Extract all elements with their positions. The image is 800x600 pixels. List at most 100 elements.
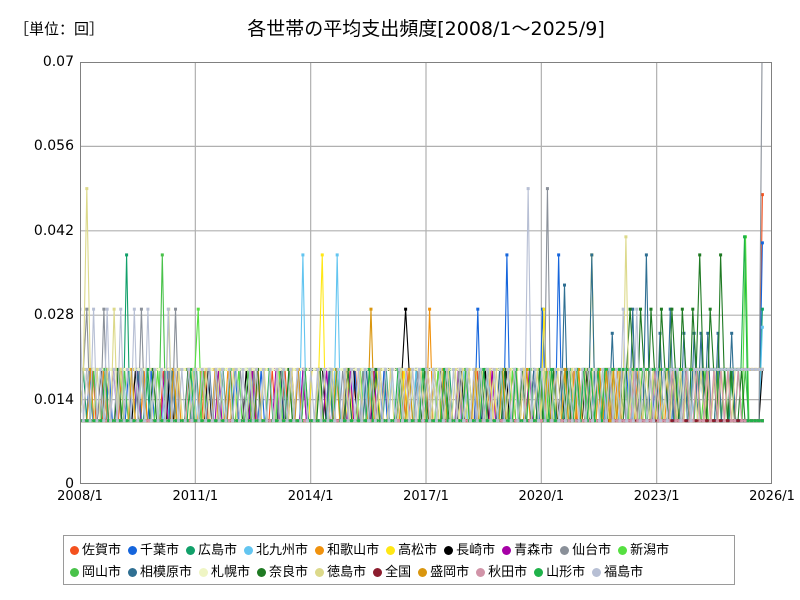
legend-item-青森市[interactable]: 青森市 — [502, 544, 553, 557]
legend-item-札幌市[interactable]: 札幌市 — [199, 566, 250, 579]
series-marker — [743, 367, 747, 371]
legend-item-奈良市[interactable]: 奈良市 — [257, 566, 308, 579]
series-marker — [275, 419, 278, 423]
series-marker — [180, 367, 184, 371]
series-marker — [129, 419, 133, 423]
series-marker — [652, 419, 656, 423]
series-marker — [335, 253, 339, 257]
series-marker — [157, 367, 161, 371]
series-marker — [92, 419, 96, 423]
series-marker — [556, 367, 560, 371]
series-marker — [269, 419, 273, 423]
series-marker — [310, 419, 314, 423]
series-marker — [177, 367, 181, 371]
legend-item-全国[interactable]: 全国 — [373, 566, 411, 579]
series-marker — [403, 419, 407, 423]
series-marker — [750, 367, 754, 371]
series-marker — [275, 367, 279, 371]
series-marker — [460, 367, 464, 371]
series-marker — [404, 367, 408, 371]
series-marker — [288, 367, 292, 371]
series-marker — [421, 419, 425, 423]
series-marker — [540, 367, 544, 371]
series-marker — [272, 419, 276, 423]
legend-item-広島市[interactable]: 広島市 — [186, 544, 237, 557]
series-marker — [662, 367, 666, 371]
series-marker — [174, 307, 178, 311]
series-marker — [210, 419, 214, 423]
series-marker — [570, 419, 574, 423]
legend-item-相模原市[interactable]: 相模原市 — [128, 566, 192, 579]
series-marker — [125, 253, 129, 257]
legend-item-岡山市[interactable]: 岡山市 — [70, 566, 121, 579]
series-marker — [156, 419, 160, 423]
series-marker — [513, 367, 517, 371]
series-marker — [492, 367, 496, 371]
series-marker — [720, 367, 724, 371]
series-marker — [543, 419, 547, 423]
series-marker — [178, 419, 182, 423]
series-marker — [336, 367, 340, 371]
series-marker — [709, 367, 713, 371]
series-marker — [167, 419, 171, 423]
series-marker — [659, 307, 663, 311]
y-tick-label: 0 — [65, 476, 74, 492]
series-marker — [505, 253, 509, 257]
series-marker — [479, 367, 483, 371]
series-marker — [432, 419, 436, 423]
series-marker — [258, 419, 262, 423]
legend-item-秋田市[interactable]: 秋田市 — [476, 566, 527, 579]
legend-item-千葉市[interactable]: 千葉市 — [128, 544, 179, 557]
series-marker — [446, 419, 450, 423]
legend-swatch-icon — [244, 545, 254, 555]
legend-item-徳島市[interactable]: 徳島市 — [315, 566, 366, 579]
series-marker — [699, 367, 703, 371]
legend-item-長崎市[interactable]: 長崎市 — [444, 544, 495, 557]
series-marker — [539, 419, 543, 423]
series-marker — [642, 367, 646, 371]
series-marker — [174, 419, 178, 423]
series-marker — [232, 367, 236, 371]
series-marker — [183, 419, 187, 423]
legend-label: 盛岡市 — [430, 564, 470, 580]
legend-item-盛岡市[interactable]: 盛岡市 — [418, 566, 469, 579]
legend-item-高松市[interactable]: 高松市 — [386, 544, 437, 557]
series-marker — [705, 419, 709, 423]
legend-label: 福島市 — [604, 564, 644, 580]
series-marker — [563, 283, 566, 287]
series-marker — [557, 253, 561, 257]
series-marker — [196, 307, 200, 311]
series-marker — [610, 367, 614, 371]
series-marker — [457, 419, 461, 423]
series-marker — [760, 419, 764, 423]
series-marker — [248, 367, 252, 371]
legend-item-和歌山市[interactable]: 和歌山市 — [315, 544, 379, 557]
series-marker — [382, 419, 386, 423]
series-marker — [580, 419, 584, 423]
series-marker — [421, 367, 425, 371]
legend-item-仙台市[interactable]: 仙台市 — [560, 544, 611, 557]
legend-item-北九州市[interactable]: 北九州市 — [244, 544, 308, 557]
series-marker — [519, 367, 523, 371]
series-marker — [629, 419, 633, 423]
series-marker — [418, 367, 421, 371]
series-marker — [305, 367, 309, 371]
legend-item-山形市[interactable]: 山形市 — [534, 566, 585, 579]
series-marker — [608, 367, 612, 371]
series-marker — [115, 419, 119, 423]
series-marker — [441, 419, 445, 423]
legend-item-新潟市[interactable]: 新潟市 — [618, 544, 669, 557]
series-marker — [703, 367, 707, 371]
legend-item-佐賀市[interactable]: 佐賀市 — [70, 544, 121, 557]
series-marker — [467, 367, 471, 371]
series-marker — [428, 419, 432, 423]
series-marker — [401, 419, 405, 423]
legend-item-福島市[interactable]: 福島市 — [592, 566, 643, 579]
series-marker — [146, 307, 150, 311]
series-marker — [668, 307, 672, 311]
series-marker — [760, 241, 764, 245]
series-marker — [143, 367, 147, 371]
series-marker — [608, 419, 612, 423]
series-marker — [126, 367, 130, 371]
series-marker — [407, 419, 411, 423]
